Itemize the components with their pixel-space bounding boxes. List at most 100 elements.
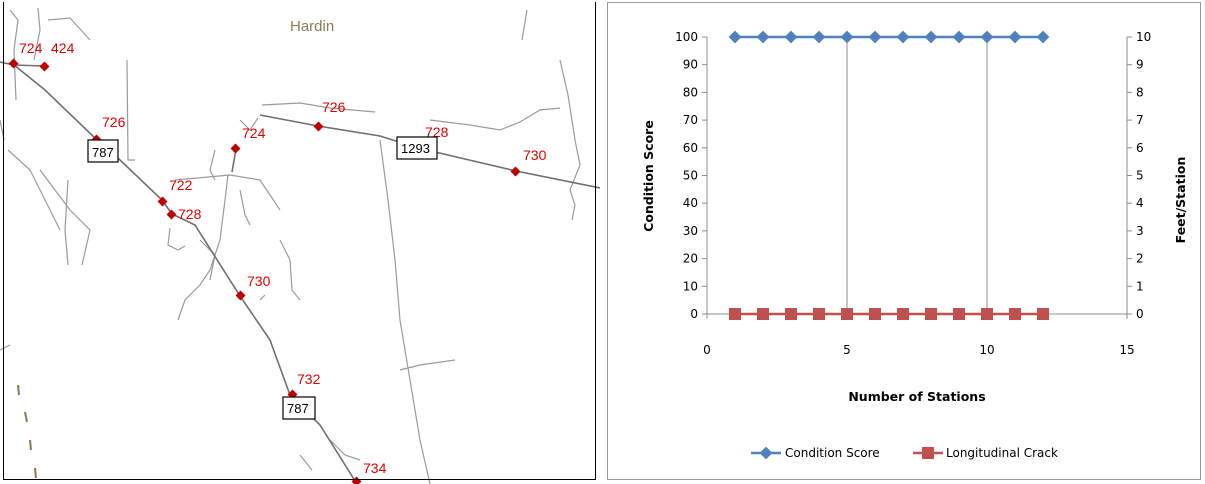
marker-10[interactable]: 730 xyxy=(235,273,271,301)
y-tick-label: 70 xyxy=(683,113,698,127)
marker-6-label: 728 xyxy=(425,124,449,140)
y2-tick-label: 9 xyxy=(1136,58,1144,72)
condition-score-point xyxy=(896,30,910,44)
route-shield-1-text: 787 xyxy=(92,145,114,160)
marker-12-label: 734 xyxy=(363,460,387,476)
y2-tick-label: 8 xyxy=(1136,85,1144,99)
y2-tick-label: 6 xyxy=(1136,141,1144,155)
marker-11[interactable]: 732 xyxy=(287,371,321,400)
y-tick-label: 80 xyxy=(683,85,698,99)
legend-item-condition-score[interactable]: Condition Score xyxy=(751,446,880,460)
y-tick-label: 10 xyxy=(683,279,698,293)
legend: Condition Score Longitudinal Crack xyxy=(751,446,1058,460)
route-shield-2-text: 1293 xyxy=(401,141,430,156)
route-shield-3-text: 787 xyxy=(287,401,309,416)
condition-score-point xyxy=(784,30,798,44)
condition-score-point xyxy=(840,30,854,44)
line-chart: 0 10 20 30 40 50 60 70 80 90 100 0 1 2 3 4 5 6 7 8 9 10 0 5 10… xyxy=(641,30,1188,460)
condition-score-point xyxy=(1036,30,1050,44)
marker-4[interactable]: 724 xyxy=(230,125,266,154)
y-tick-label: 30 xyxy=(683,224,698,238)
marker-12[interactable]: 734 xyxy=(351,460,387,484)
marker-11-label: 732 xyxy=(297,371,321,387)
y2-tick-label: 4 xyxy=(1136,196,1144,210)
y-tick-label: 0 xyxy=(690,307,698,321)
marker-group: 724 424 726 724 726 728 xyxy=(8,40,547,484)
x-axis-title: Number of Stations xyxy=(848,389,985,404)
marker-7-label: 730 xyxy=(523,147,547,163)
marker-2-label: 424 xyxy=(51,40,75,56)
series xyxy=(728,30,1050,320)
marker-8-label: 722 xyxy=(169,177,193,193)
y2-tick-label: 0 xyxy=(1136,307,1144,321)
condition-score-point xyxy=(952,30,966,44)
longitudinal-crack-point xyxy=(729,308,741,320)
marker-5-label: 726 xyxy=(322,99,346,115)
condition-score-point xyxy=(728,30,742,44)
y-tick-label: 40 xyxy=(683,196,698,210)
longitudinal-crack-point xyxy=(1009,308,1021,320)
x-tick-label: 0 xyxy=(703,343,711,357)
longitudinal-crack-point xyxy=(981,308,993,320)
y2-tick-label: 2 xyxy=(1136,252,1144,266)
condition-score-point xyxy=(756,30,770,44)
marker-8[interactable]: 722 xyxy=(157,177,193,207)
marker-7[interactable]: 730 xyxy=(510,147,547,177)
minor-roads xyxy=(0,7,581,484)
gridlines xyxy=(846,37,988,314)
y2-axis-title: Feet/Station xyxy=(1173,157,1188,244)
marker-5[interactable]: 726 xyxy=(313,99,346,132)
marker-9[interactable]: 728 xyxy=(166,206,202,222)
road-map: Hardin 724 424 726 724 726 xyxy=(0,7,600,484)
right-axis-ticks: 0 1 2 3 4 5 6 7 8 9 10 xyxy=(1127,30,1151,321)
map-panel: Hardin 724 424 726 724 726 xyxy=(0,0,600,484)
marker-10-label: 730 xyxy=(247,273,271,289)
longitudinal-crack-point xyxy=(897,308,909,320)
longitudinal-crack-point xyxy=(925,308,937,320)
y-axis-title: Condition Score xyxy=(641,120,656,232)
x-tick-label: 5 xyxy=(843,343,851,357)
y2-tick-label: 7 xyxy=(1136,113,1144,127)
route-shield-2: 1293 xyxy=(396,136,438,160)
y-tick-label: 50 xyxy=(683,169,698,183)
longitudinal-crack-point xyxy=(1037,308,1049,320)
longitudinal-crack-point xyxy=(869,308,881,320)
marker-2[interactable]: 424 xyxy=(39,40,75,72)
marker-4-label: 724 xyxy=(242,125,266,141)
condition-score-point xyxy=(868,30,882,44)
condition-score-point xyxy=(1008,30,1022,44)
x-axis-ticks: 0 5 10 15 xyxy=(703,314,1135,357)
marker-9-label: 728 xyxy=(178,206,202,222)
y-tick-label: 90 xyxy=(683,58,698,72)
route-shield-3: 787 xyxy=(282,396,316,420)
main-roads xyxy=(0,61,600,484)
y2-tick-label: 1 xyxy=(1136,279,1144,293)
axes xyxy=(706,37,1128,315)
legend-label-condition-score: Condition Score xyxy=(785,446,880,460)
left-axis-ticks: 0 10 20 30 40 50 60 70 80 90 100 xyxy=(675,30,707,321)
condition-score-point xyxy=(812,30,826,44)
x-tick-label: 10 xyxy=(979,343,994,357)
route-shield-1: 787 xyxy=(87,139,119,163)
y-tick-label: 100 xyxy=(675,30,698,44)
town-label: Hardin xyxy=(290,18,334,35)
longitudinal-crack-point xyxy=(785,308,797,320)
condition-score-point xyxy=(980,30,994,44)
marker-3-label: 726 xyxy=(102,114,126,130)
longitudinal-crack-point xyxy=(757,308,769,320)
longitudinal-crack-point xyxy=(813,308,825,320)
river-feature xyxy=(17,384,37,479)
y2-tick-label: 3 xyxy=(1136,224,1144,238)
legend-label-longitudinal-crack: Longitudinal Crack xyxy=(946,446,1058,460)
y2-tick-label: 5 xyxy=(1136,169,1144,183)
chart-panel: 0 10 20 30 40 50 60 70 80 90 100 0 1 2 3 4 5 6 7 8 9 10 0 5 10… xyxy=(607,2,1201,480)
y-tick-label: 20 xyxy=(683,252,698,266)
legend-item-longitudinal-crack[interactable]: Longitudinal Crack xyxy=(913,446,1058,460)
y2-tick-label: 10 xyxy=(1136,30,1151,44)
x-tick-label: 15 xyxy=(1119,343,1134,357)
longitudinal-crack-point xyxy=(841,308,853,320)
marker-1-label: 724 xyxy=(19,40,43,56)
y-tick-label: 60 xyxy=(683,141,698,155)
longitudinal-crack-point xyxy=(953,308,965,320)
condition-score-point xyxy=(924,30,938,44)
